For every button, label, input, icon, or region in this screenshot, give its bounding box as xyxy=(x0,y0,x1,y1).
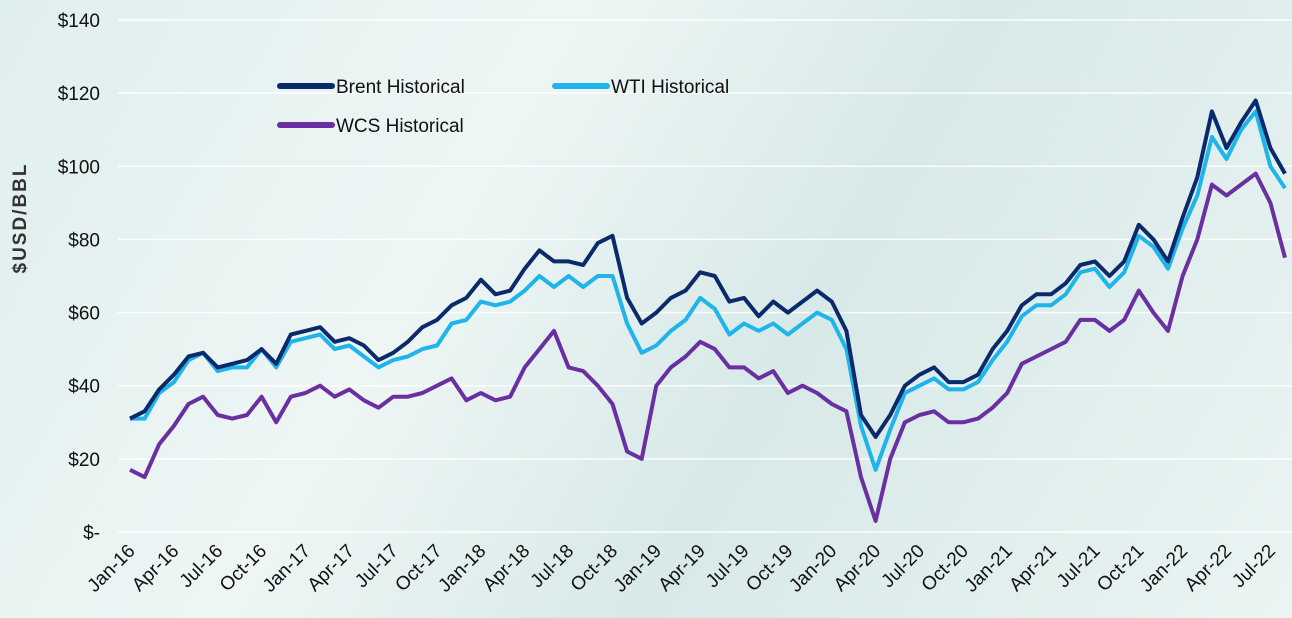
x-tick-label: Apr-22 xyxy=(1181,541,1236,596)
x-tick-label: Oct-19 xyxy=(742,541,797,596)
x-tick-label: Jan-19 xyxy=(610,541,666,597)
chart: $USD/BBL $- $20 $40 $60 $80 $100 $120 $140 Jan-1… xyxy=(0,0,1292,618)
x-tick-label: Jan-20 xyxy=(785,541,841,597)
legend-label: WTI Historical xyxy=(611,77,729,98)
x-tick-label: Oct-20 xyxy=(918,541,973,596)
x-tick-label: Jul-22 xyxy=(1228,541,1279,592)
x-tick-label: Apr-19 xyxy=(655,541,710,596)
y-tick-label: $140 xyxy=(58,11,100,32)
y-tick-label: $40 xyxy=(68,377,100,398)
y-axis-title: $USD/BBL xyxy=(10,162,31,273)
x-tick-label: Apr-18 xyxy=(479,541,534,596)
line-series xyxy=(130,111,1285,469)
x-tick-label: Apr-16 xyxy=(128,541,183,596)
x-tick-label: Oct-21 xyxy=(1093,541,1148,596)
legend-label: WCS Historical xyxy=(336,116,464,137)
y-tick-label: $100 xyxy=(58,157,100,178)
x-tick-label: Apr-20 xyxy=(830,541,885,596)
x-tick-label: Jan-16 xyxy=(84,541,140,597)
x-tick-label: Jan-18 xyxy=(434,541,490,597)
x-tick-label: Oct-17 xyxy=(391,541,446,596)
x-tick-label: Jan-22 xyxy=(1136,541,1192,597)
x-tick-label: Jan-21 xyxy=(961,541,1017,597)
line-series xyxy=(130,174,1285,521)
x-tick-label: Apr-17 xyxy=(304,541,359,596)
y-tick-label: $60 xyxy=(68,304,100,325)
x-tick-label: Jan-17 xyxy=(259,541,315,597)
x-tick-label: Oct-18 xyxy=(567,541,622,596)
y-tick-label: $120 xyxy=(58,84,100,105)
legend-label: Brent Historical xyxy=(336,77,465,98)
y-tick-label: $- xyxy=(83,523,100,544)
x-tick-label: Oct-16 xyxy=(216,541,271,596)
y-tick-label: $20 xyxy=(68,450,100,471)
x-tick-label: Apr-21 xyxy=(1005,541,1060,596)
y-tick-label: $80 xyxy=(68,230,100,251)
